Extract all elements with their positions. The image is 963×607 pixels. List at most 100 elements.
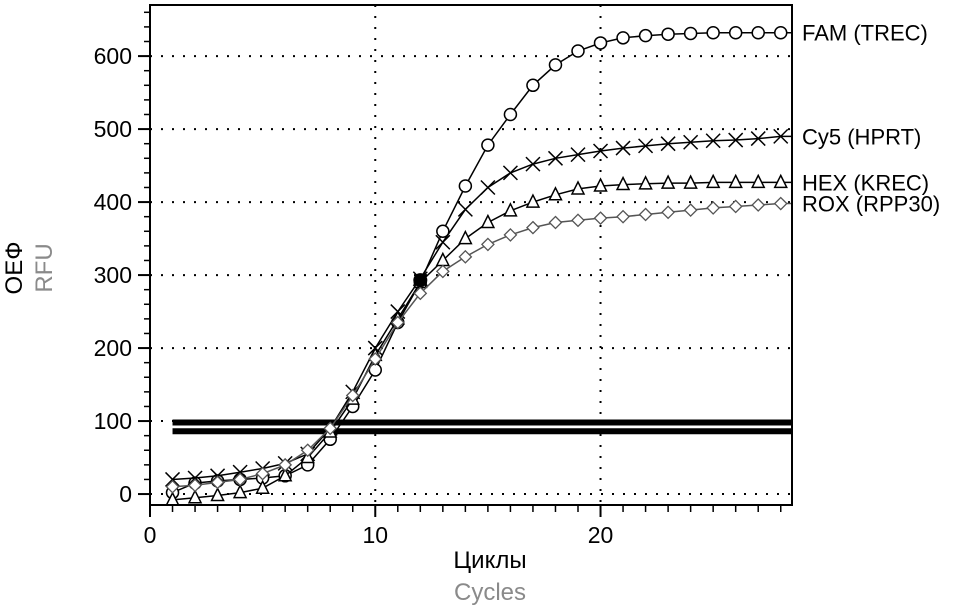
data-point-circle xyxy=(503,107,518,122)
data-point-triangle xyxy=(705,173,721,189)
y-tick-label: 400 xyxy=(94,189,132,215)
y-tick-label: 200 xyxy=(94,335,132,361)
data-point-triangle xyxy=(525,193,541,208)
data-point-diamond xyxy=(706,201,721,215)
data-point-diamond xyxy=(233,472,248,487)
y-tick-label: 300 xyxy=(94,262,132,288)
data-point-circle xyxy=(458,179,473,193)
data-point-triangle xyxy=(615,175,631,191)
data-point-triangle xyxy=(480,213,496,229)
data-point-x xyxy=(592,143,609,159)
data-point-triangle xyxy=(458,229,473,245)
data-point-diamond xyxy=(683,203,698,218)
data-point-circle xyxy=(571,44,585,58)
y-tick-label: 100 xyxy=(94,408,132,434)
axis-ticks xyxy=(138,11,782,517)
data-point-diamond xyxy=(300,443,315,458)
x-axis-title-secondary: Cycles xyxy=(454,579,526,606)
data-point-triangle xyxy=(638,175,653,190)
data-point-diamond xyxy=(728,199,743,214)
threshold-lines xyxy=(172,419,792,435)
data-point-x xyxy=(638,138,654,154)
data-point-circle xyxy=(526,78,540,93)
data-point-diamond xyxy=(345,388,360,403)
data-point-circle xyxy=(436,224,450,239)
data-point-diamond xyxy=(661,205,676,220)
tick-labels: 0 100 200 300 400 500 600 0 10 20 xyxy=(94,43,614,548)
data-point-triangle xyxy=(683,174,698,189)
data-point-diamond xyxy=(571,213,585,228)
data-point-diamond xyxy=(278,457,293,472)
series-diamond xyxy=(165,196,792,494)
data-point-diamond xyxy=(390,315,405,330)
crossing-point xyxy=(413,273,428,288)
series-label: Cy5 (HPRT) xyxy=(802,124,921,149)
x-axis-title: Циклы xyxy=(453,547,526,574)
data-point-triangle xyxy=(435,251,451,267)
data-point-triangle xyxy=(503,202,518,217)
data-point-diamond xyxy=(165,479,180,494)
data-point-diamond xyxy=(480,237,495,252)
data-point-diamond xyxy=(188,478,202,493)
data-point-diamond xyxy=(503,228,518,242)
series-label: ROX (RPP30) xyxy=(802,192,940,217)
data-point-circle xyxy=(481,138,495,152)
plot-frame xyxy=(149,4,793,506)
data-point-triangle xyxy=(570,180,586,195)
data-point-circle xyxy=(683,26,698,41)
data-point-circle xyxy=(751,25,765,40)
data-point-diamond xyxy=(323,421,338,436)
data-point-diamond xyxy=(773,196,788,211)
data-point-x xyxy=(570,147,586,163)
series-line xyxy=(172,181,792,501)
data-point-triangle xyxy=(593,177,608,192)
series-circle xyxy=(165,25,792,500)
y-tick-label: 0 xyxy=(119,481,132,507)
data-point-triangle xyxy=(773,173,788,189)
y-axis-title-secondary: RFU xyxy=(31,243,58,292)
data-point-x xyxy=(502,165,518,181)
data-point-x xyxy=(187,470,203,486)
series-line xyxy=(172,135,792,481)
data-point-circle xyxy=(616,31,630,45)
series-triangle xyxy=(165,173,792,506)
data-point-circle xyxy=(548,58,563,72)
data-point-circle xyxy=(661,27,675,41)
data-point-x xyxy=(457,201,473,217)
data-point-circle xyxy=(728,25,743,40)
data-point-circle xyxy=(638,28,653,43)
data-point-diamond xyxy=(435,264,450,279)
data-point-diamond xyxy=(368,352,383,366)
data-point-x xyxy=(660,136,676,152)
x-tick-label: 20 xyxy=(588,522,614,548)
data-point-x xyxy=(164,471,181,487)
y-tick-label: 600 xyxy=(94,43,132,69)
y-tick-label: 500 xyxy=(94,116,132,142)
data-point-triangle xyxy=(750,173,766,189)
data-point-x xyxy=(750,131,766,147)
data-point-triangle xyxy=(232,483,248,499)
data-point-x xyxy=(480,179,496,196)
data-point-x xyxy=(615,140,631,156)
data-point-x xyxy=(525,156,541,172)
data-point-diamond xyxy=(458,249,473,264)
data-point-x xyxy=(773,128,789,144)
data-point-circle xyxy=(706,25,720,40)
data-point-x xyxy=(547,150,564,166)
data-point-circle xyxy=(773,25,788,40)
x-tick-label: 0 xyxy=(144,522,157,548)
y-axis-title: ОЕФ xyxy=(1,242,28,295)
data-point-triangle xyxy=(728,173,743,189)
data-point-x xyxy=(435,234,451,250)
series-layer xyxy=(164,25,792,506)
data-point-diamond xyxy=(616,209,630,224)
data-point-diamond xyxy=(751,198,766,212)
data-point-x xyxy=(728,132,744,148)
x-tick-label: 10 xyxy=(362,522,388,548)
series-labels: FAM (TREC) Cy5 (HPRT) HEX (KREC)ROX (RPP30… xyxy=(802,21,940,217)
data-point-triangle xyxy=(548,186,563,201)
data-point-circle xyxy=(593,36,608,50)
data-point-diamond xyxy=(526,220,540,235)
data-point-diamond xyxy=(593,211,608,226)
